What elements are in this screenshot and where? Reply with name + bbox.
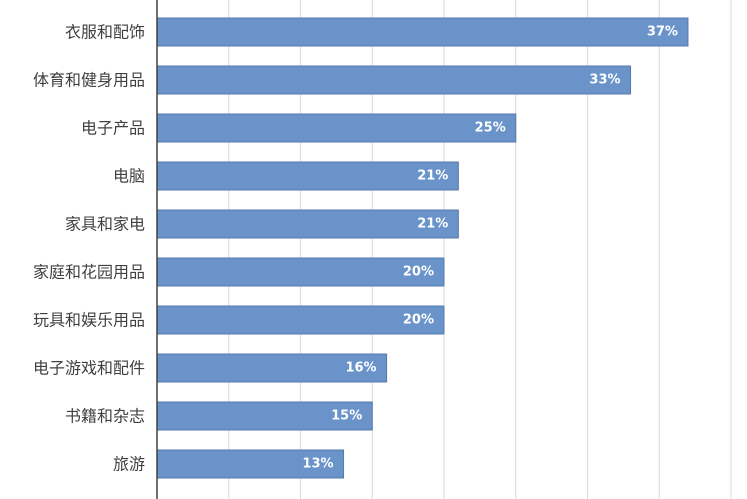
value-label: 16% (345, 361, 376, 376)
value-label: 21% (417, 169, 448, 184)
category-label: 旅游 (113, 455, 145, 474)
value-label: 21% (417, 217, 448, 232)
value-label: 37% (647, 25, 678, 40)
bar (157, 162, 458, 190)
value-label: 20% (403, 265, 434, 280)
value-label: 25% (475, 121, 506, 136)
category-label: 书籍和杂志 (65, 407, 145, 426)
value-label: 13% (302, 457, 333, 472)
category-label: 电子游戏和配件 (33, 359, 145, 378)
bar (157, 210, 458, 238)
category-label: 家庭和花园用品 (33, 263, 145, 282)
bar (157, 66, 631, 94)
category-label: 衣服和配饰 (65, 23, 145, 42)
value-label: 20% (403, 313, 434, 328)
bar (157, 306, 444, 334)
bar (157, 114, 516, 142)
bar (157, 18, 688, 46)
category-label: 电子产品 (81, 119, 145, 138)
category-label: 家具和家电 (65, 215, 145, 234)
category-label: 玩具和娱乐用品 (33, 311, 145, 330)
bar (157, 258, 444, 286)
value-label: 33% (589, 73, 620, 88)
category-label: 体育和健身用品 (33, 71, 145, 90)
category-labels: 衣服和配饰体育和健身用品电子产品电脑家具和家电家庭和花园用品玩具和娱乐用品电子游… (33, 23, 145, 474)
category-label: 电脑 (113, 167, 145, 186)
value-label: 15% (331, 409, 362, 424)
